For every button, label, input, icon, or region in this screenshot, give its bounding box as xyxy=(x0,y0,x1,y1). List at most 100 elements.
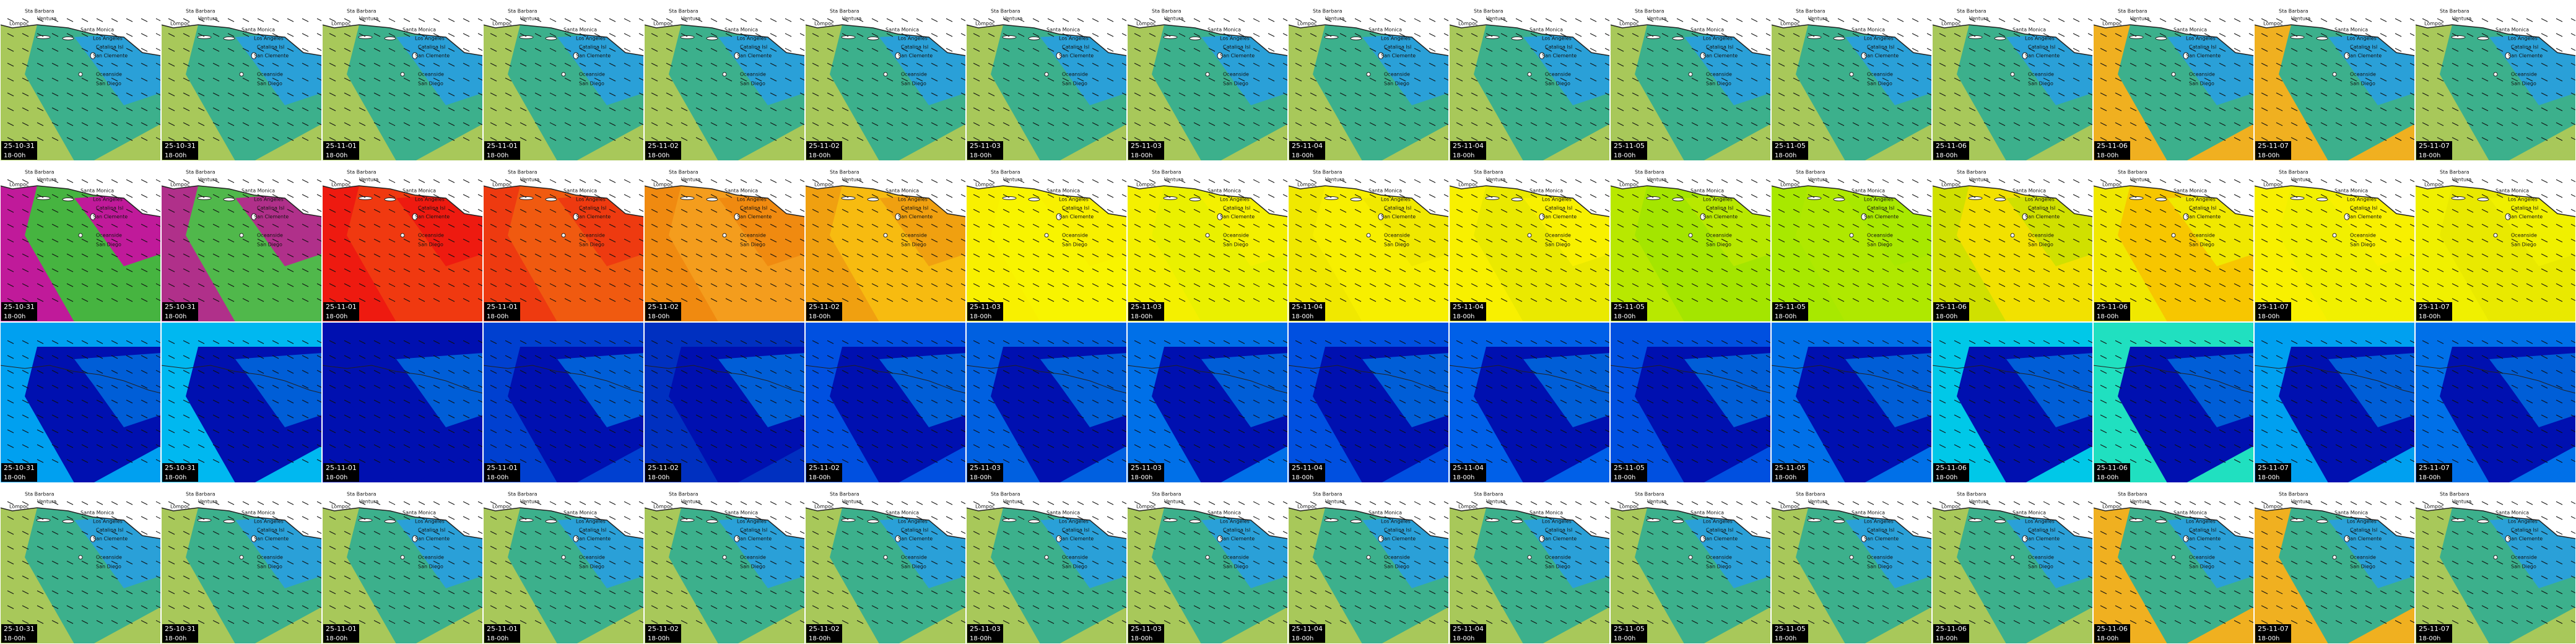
wind-arrow xyxy=(37,122,44,126)
island xyxy=(545,198,557,201)
place-label: Lompoc xyxy=(1458,21,1477,27)
place-label: Santa Monica xyxy=(1690,27,1724,33)
wind-arrow xyxy=(988,63,995,67)
island xyxy=(2171,233,2176,238)
wind-arrow xyxy=(418,63,425,67)
place-label: San Clemente xyxy=(2508,53,2543,59)
wind-arrow xyxy=(579,107,586,111)
place-label: Oceanside xyxy=(2511,72,2537,77)
place-label: Sta Barbara xyxy=(186,9,215,14)
place-label: Lompoc xyxy=(492,21,511,27)
wind-arrow xyxy=(1017,137,1025,141)
date-label: 25-11-03 xyxy=(1131,142,1162,150)
wind-arrow xyxy=(651,48,658,52)
island xyxy=(841,35,856,39)
wind-arrow xyxy=(272,107,279,111)
place-label: Catalina Isl xyxy=(579,45,606,50)
wind-arrow xyxy=(856,63,864,67)
wind-arrow xyxy=(785,33,792,37)
wind-arrow xyxy=(198,107,205,111)
wind-arrow xyxy=(886,107,894,111)
wind-arrow xyxy=(594,92,601,97)
place-label: Sta Barbara xyxy=(1152,170,1181,175)
place-label: Ventura xyxy=(1808,16,1827,22)
time-label: 18-00h xyxy=(970,152,991,159)
wind-arrow xyxy=(505,63,512,67)
wind-arrow xyxy=(388,107,396,111)
wind-arrow xyxy=(403,137,411,141)
wind-arrow xyxy=(609,63,616,67)
wind-arrow xyxy=(433,18,440,22)
wind-arrow xyxy=(549,137,557,141)
island xyxy=(2493,233,2498,238)
place-label: San Clemente xyxy=(93,214,128,220)
wind-arrow xyxy=(403,77,411,82)
place-label: Los Angeles xyxy=(254,197,284,202)
wind-arrow xyxy=(505,48,512,52)
wind-arrow xyxy=(1092,48,1099,52)
wind-arrow xyxy=(433,77,440,82)
wind-arrow xyxy=(710,18,718,22)
place-label: Los Angeles xyxy=(737,36,767,41)
place-label: Oceanside xyxy=(2028,72,2054,77)
wind-arrow xyxy=(651,137,658,141)
place-label: Sta Barbara xyxy=(2279,170,2308,175)
place-label: Catalina Isl xyxy=(418,45,445,50)
wind-arrow xyxy=(111,92,118,97)
place-label: San Clemente xyxy=(898,53,933,59)
wind-arrow xyxy=(740,18,747,22)
wind-arrow xyxy=(183,63,190,67)
time-label: 18-00h xyxy=(970,474,991,481)
date-label: 25-10-31 xyxy=(4,464,35,472)
wind-arrow xyxy=(725,122,733,126)
wind-arrow xyxy=(594,77,601,82)
wind-arrow xyxy=(287,63,294,67)
island xyxy=(2290,35,2305,39)
island xyxy=(1163,35,1178,39)
wind-arrow xyxy=(770,137,777,141)
wind-arrow xyxy=(418,77,425,82)
wind-arrow xyxy=(448,33,455,37)
wind-arrow xyxy=(7,122,14,126)
wind-arrow xyxy=(1003,18,1010,22)
place-label: Lompoc xyxy=(1136,182,1155,188)
island xyxy=(2129,196,2144,200)
wind-arrow xyxy=(534,92,542,97)
place-label: Sta Barbara xyxy=(830,170,859,175)
place-label: San Diego xyxy=(1706,242,1731,248)
wind-arrow xyxy=(81,122,89,126)
wind-arrow xyxy=(842,77,849,82)
place-label: Los Angeles xyxy=(1059,36,1089,41)
place-label: Ventura xyxy=(1003,16,1022,22)
island xyxy=(78,233,83,238)
wind-arrow xyxy=(534,77,542,82)
date-label: 25-11-02 xyxy=(648,464,679,472)
wind-arrow xyxy=(624,92,631,97)
wind-arrow xyxy=(37,77,44,82)
wind-arrow xyxy=(1092,77,1099,82)
wind-arrow xyxy=(695,18,703,22)
place-label: Oceanside xyxy=(1384,233,1410,238)
wind-arrow xyxy=(725,77,733,82)
place-label: Sta Barbara xyxy=(1313,170,1342,175)
wind-arrow xyxy=(856,122,864,126)
wind-arrow xyxy=(448,48,455,52)
time-label: 18-00h xyxy=(4,474,25,481)
wind-arrow xyxy=(344,77,351,82)
place-label: Santa Monica xyxy=(564,188,597,194)
wind-arrow xyxy=(1092,137,1099,141)
wind-arrow xyxy=(22,122,29,126)
wind-arrow xyxy=(710,92,718,97)
island xyxy=(1968,35,1983,39)
island xyxy=(1807,196,1822,200)
wind-arrow xyxy=(1003,63,1010,67)
wind-arrow xyxy=(1003,137,1010,141)
wind-arrow xyxy=(126,107,133,111)
wind-arrow xyxy=(1062,18,1069,22)
place-label: Oceanside xyxy=(1867,233,1893,238)
wind-arrow xyxy=(198,122,205,126)
